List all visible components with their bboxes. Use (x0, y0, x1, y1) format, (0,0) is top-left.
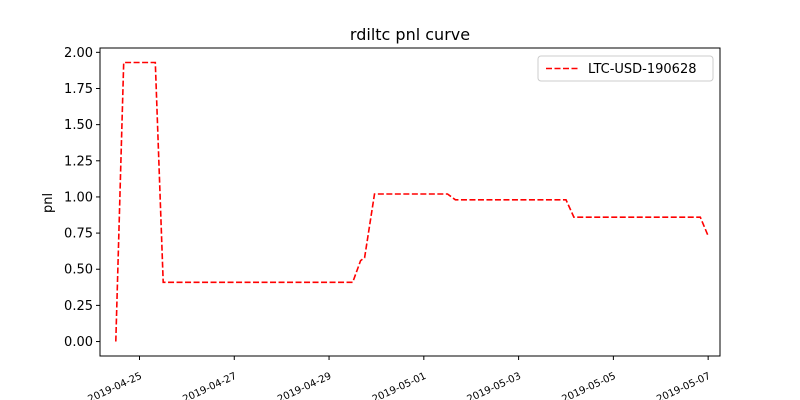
plot-frame (99, 47, 721, 357)
y-tick-label: 0.50 (64, 263, 93, 278)
legend-box (537, 55, 714, 82)
legend: LTC-USD-190628 (537, 55, 714, 82)
chart-title: rdiltc pnl curve (350, 25, 470, 44)
legend-label: LTC-USD-190628 (588, 62, 697, 77)
y-tick-label: 0.75 (64, 227, 93, 242)
y-tick-label: 1.25 (64, 154, 93, 169)
y-tick-label: 1.75 (64, 82, 93, 97)
series-line (115, 61, 709, 342)
y-tick-label: 1.50 (64, 118, 93, 133)
y-axis-label: pnl (41, 193, 56, 213)
y-tick-label: 0.25 (64, 299, 93, 314)
y-tick-label: 0.00 (64, 335, 93, 350)
y-tick-label: 2.00 (64, 46, 93, 61)
y-tick-label: 1.00 (64, 190, 93, 205)
